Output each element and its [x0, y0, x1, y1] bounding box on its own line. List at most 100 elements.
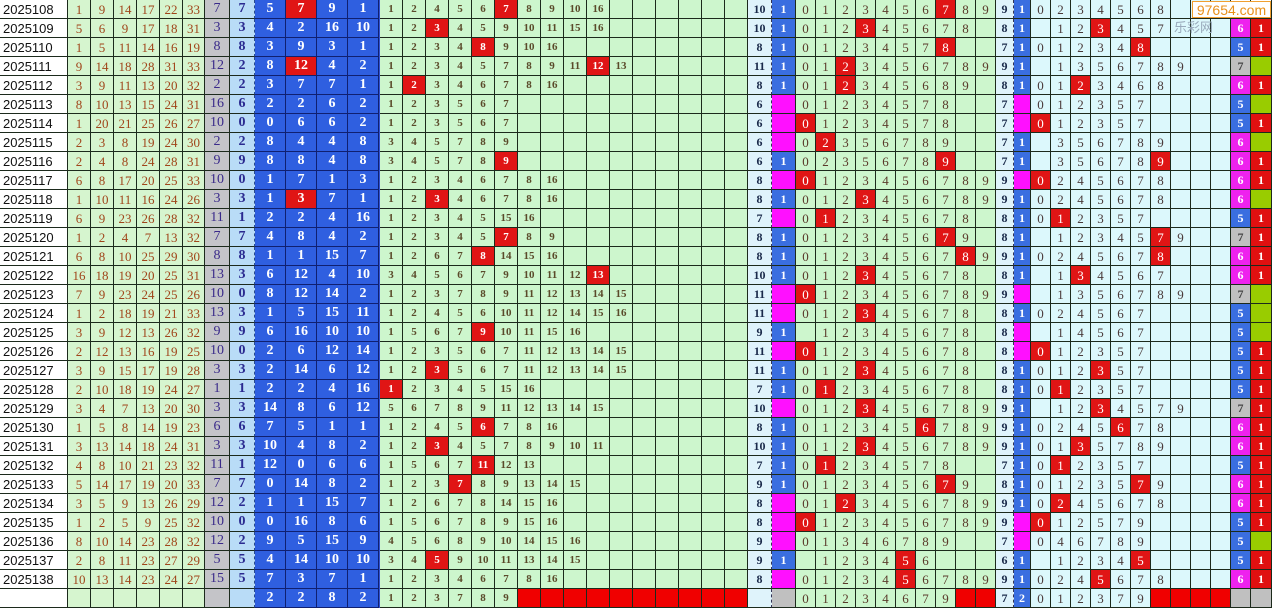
candidate-cell: 5 — [403, 513, 426, 532]
candidate-cell: 14 — [495, 494, 518, 513]
candidate-cell — [633, 19, 656, 38]
digit-cell: 3 — [856, 19, 876, 38]
digit-cell: 0 — [796, 133, 816, 152]
blue-tail-cell: 3 — [230, 266, 255, 285]
candidate-cell — [610, 380, 633, 399]
blue-stat-cell: 1 — [255, 494, 286, 513]
candidate-cell — [610, 418, 633, 437]
candidate-cell — [633, 456, 656, 475]
candidate-cell — [587, 76, 610, 95]
digit-cell — [1211, 152, 1231, 171]
red-ball-cell: 9 — [91, 0, 114, 19]
blue-stat-cell: 9 — [255, 532, 286, 551]
red-ball-cell: 26 — [160, 323, 183, 342]
divider — [379, 361, 380, 380]
candidate-cell — [679, 95, 702, 114]
blue-stat-cell: 1 — [348, 190, 379, 209]
period-cell: 2025121 — [0, 247, 68, 266]
candidate-cell: 9 — [495, 513, 518, 532]
digit-cell: 0 — [796, 247, 816, 266]
digit-cell — [1171, 304, 1191, 323]
summary-cell: 5 — [1231, 95, 1251, 114]
table-row: 2025110 1 5 11 14 16 19 8 8 3 9 3 1 1 2 3 4 8 9 10 16 8 1 0 1 2 3 4… — [0, 38, 1272, 57]
digit-cell — [1151, 551, 1171, 570]
blue-stat-cell: 1 — [255, 190, 286, 209]
digit-cell: 1 — [816, 114, 836, 133]
digit-cell: 1 — [816, 76, 836, 95]
digit-cell: 7 — [1131, 570, 1151, 589]
count-cell: 7 — [748, 380, 772, 399]
candidate-cell: 8 — [472, 513, 495, 532]
red-ball-cell: 26 — [160, 114, 183, 133]
digit-cell: 2 — [836, 171, 856, 190]
digit-cell — [1191, 247, 1211, 266]
blue-ball-cell: 8 — [205, 38, 230, 57]
candidate-cell: 13 — [564, 285, 587, 304]
candidate-cell: 2 — [403, 285, 426, 304]
candidate-cell: 3 — [380, 551, 403, 570]
digit-cell: 1 — [1051, 76, 1071, 95]
candidate-cell — [702, 437, 725, 456]
candidate-cell: 3 — [380, 266, 403, 285]
blue-stat-cell: 4 — [317, 57, 348, 76]
red-ball-cell: 24 — [160, 570, 183, 589]
digit-cell — [1211, 228, 1231, 247]
red-ball-cell: 11 — [114, 76, 137, 95]
candidate-cell — [702, 456, 725, 475]
digit-cell — [1211, 494, 1231, 513]
red-ball-cell: 27 — [160, 551, 183, 570]
candidate-cell — [564, 209, 587, 228]
digit-cell: 6 — [1111, 323, 1131, 342]
candidate-cell — [702, 494, 725, 513]
candidate-cell — [679, 57, 702, 76]
flag-cell — [1251, 190, 1272, 209]
marker-cell — [772, 114, 796, 133]
divider — [379, 228, 380, 247]
candidate-cell: 5 — [449, 418, 472, 437]
digit-cell: 6 — [1111, 57, 1131, 76]
candidate-cell: 2 — [403, 228, 426, 247]
digit-cell — [1211, 266, 1231, 285]
divider — [379, 532, 380, 551]
summary-cell: 5 — [1231, 532, 1251, 551]
candidate-cell: 3 — [426, 38, 449, 57]
candidate-cell — [610, 247, 633, 266]
candidate-cell — [564, 513, 587, 532]
period-cell: 2025124 — [0, 304, 68, 323]
candidate-cell: 16 — [541, 494, 564, 513]
candidate-cell: 1 — [380, 190, 403, 209]
candidate-cell: 8 — [472, 589, 495, 608]
red-ball-cell: 31 — [183, 95, 205, 114]
count-cell: 7 — [996, 589, 1014, 608]
digit-cell: 2 — [1051, 190, 1071, 209]
digit-cell: 1 — [816, 513, 836, 532]
digit-cell: 1 — [816, 361, 836, 380]
blue-ball-cell: 15 — [205, 570, 230, 589]
red-ball-cell: 10 — [91, 380, 114, 399]
blue-stat-cell: 1 — [255, 304, 286, 323]
count-cell: 8 — [748, 190, 772, 209]
blue-stat-cell: 6 — [348, 456, 379, 475]
blue-tail-cell — [230, 589, 255, 608]
table-row: 2025113 8 10 13 15 24 31 16 6 2 2 6 2 1 2 3 5 6 7 6 0 1 2 3 4 5 7 8… — [0, 95, 1272, 114]
digit-cell — [976, 19, 996, 38]
digit-cell: 5 — [896, 0, 916, 19]
red-ball-cell: 16 — [68, 266, 91, 285]
digit-cell: 7 — [1131, 114, 1151, 133]
digit-cell: 3 — [1091, 589, 1111, 608]
table-row: 2025120 1 2 4 7 13 32 7 7 4 8 4 2 1 2 3 4 5 7 8 9 8 1 0 1 2 3 4 5 6 7 9… — [0, 228, 1272, 247]
candidate-cell: 4 — [403, 133, 426, 152]
divider — [379, 570, 380, 589]
candidate-cell — [610, 570, 633, 589]
candidate-cell — [702, 209, 725, 228]
candidate-cell — [702, 380, 725, 399]
candidate-cell — [564, 190, 587, 209]
divider — [379, 551, 380, 570]
blue-stat-cell: 6 — [317, 399, 348, 418]
digit-cell — [1151, 38, 1171, 57]
candidate-cell: 7 — [495, 57, 518, 76]
marker-cell: 1 — [1014, 228, 1031, 247]
red-ball-cell: 18 — [114, 304, 137, 323]
candidate-cell: 5 — [472, 228, 495, 247]
count-cell: 9 — [996, 190, 1014, 209]
